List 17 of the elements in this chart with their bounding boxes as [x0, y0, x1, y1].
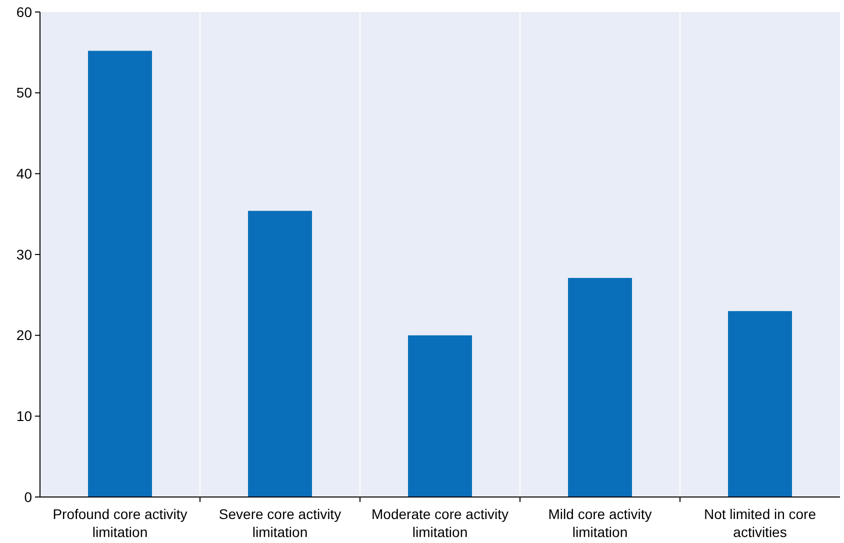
bar — [568, 278, 632, 497]
y-tick-label: 60 — [16, 4, 32, 20]
y-tick-label: 10 — [16, 408, 32, 424]
bar — [248, 210, 312, 497]
x-tick-label: Moderate core activity limitation — [372, 506, 508, 540]
y-tick-label: 0 — [24, 488, 32, 505]
x-tick-label: Not limited in core activities — [704, 506, 816, 540]
bar — [88, 50, 152, 497]
bar — [728, 311, 792, 497]
bar — [408, 335, 472, 497]
x-tick-label: Mild core activity limitation — [548, 506, 652, 540]
y-tick-label: 40 — [16, 166, 32, 182]
y-tick-label: 50 — [16, 84, 32, 101]
x-tick-label: Profound core activity limitation — [52, 506, 188, 540]
x-tick-label: Severe core activity limitation — [218, 506, 342, 540]
y-tick-label: 20 — [16, 327, 32, 344]
y-tick-label: 30 — [16, 246, 32, 262]
